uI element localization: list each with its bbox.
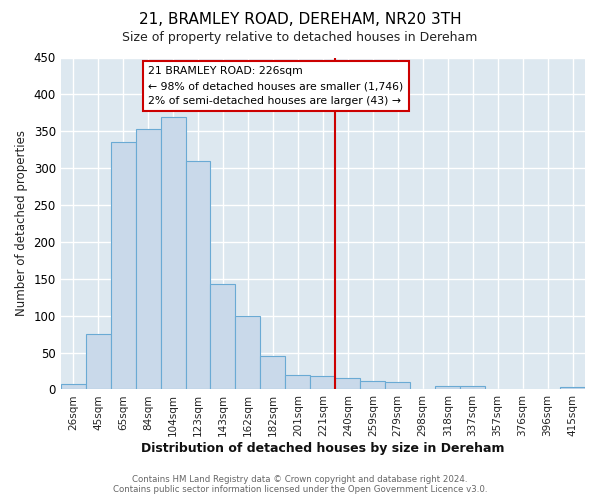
Bar [185,161,211,390]
Bar [435,386,460,390]
Bar [335,378,360,390]
Bar [385,382,410,390]
Bar [310,376,335,390]
Bar [460,386,485,390]
Y-axis label: Number of detached properties: Number of detached properties [15,130,28,316]
Bar [86,334,110,390]
Bar [235,316,260,390]
Bar [136,129,161,390]
Bar [211,284,235,390]
Bar [485,388,510,390]
Bar [510,388,535,390]
Bar [560,387,585,390]
Bar [161,118,185,390]
Bar [61,384,86,390]
Text: 21, BRAMLEY ROAD, DEREHAM, NR20 3TH: 21, BRAMLEY ROAD, DEREHAM, NR20 3TH [139,12,461,28]
X-axis label: Distribution of detached houses by size in Dereham: Distribution of detached houses by size … [141,442,505,455]
Bar [360,382,385,390]
Text: Size of property relative to detached houses in Dereham: Size of property relative to detached ho… [122,31,478,44]
Text: Contains HM Land Registry data © Crown copyright and database right 2024.
Contai: Contains HM Land Registry data © Crown c… [113,474,487,494]
Bar [260,356,286,390]
Bar [286,374,310,390]
Bar [110,142,136,390]
Text: 21 BRAMLEY ROAD: 226sqm
← 98% of detached houses are smaller (1,746)
2% of semi-: 21 BRAMLEY ROAD: 226sqm ← 98% of detache… [148,66,403,106]
